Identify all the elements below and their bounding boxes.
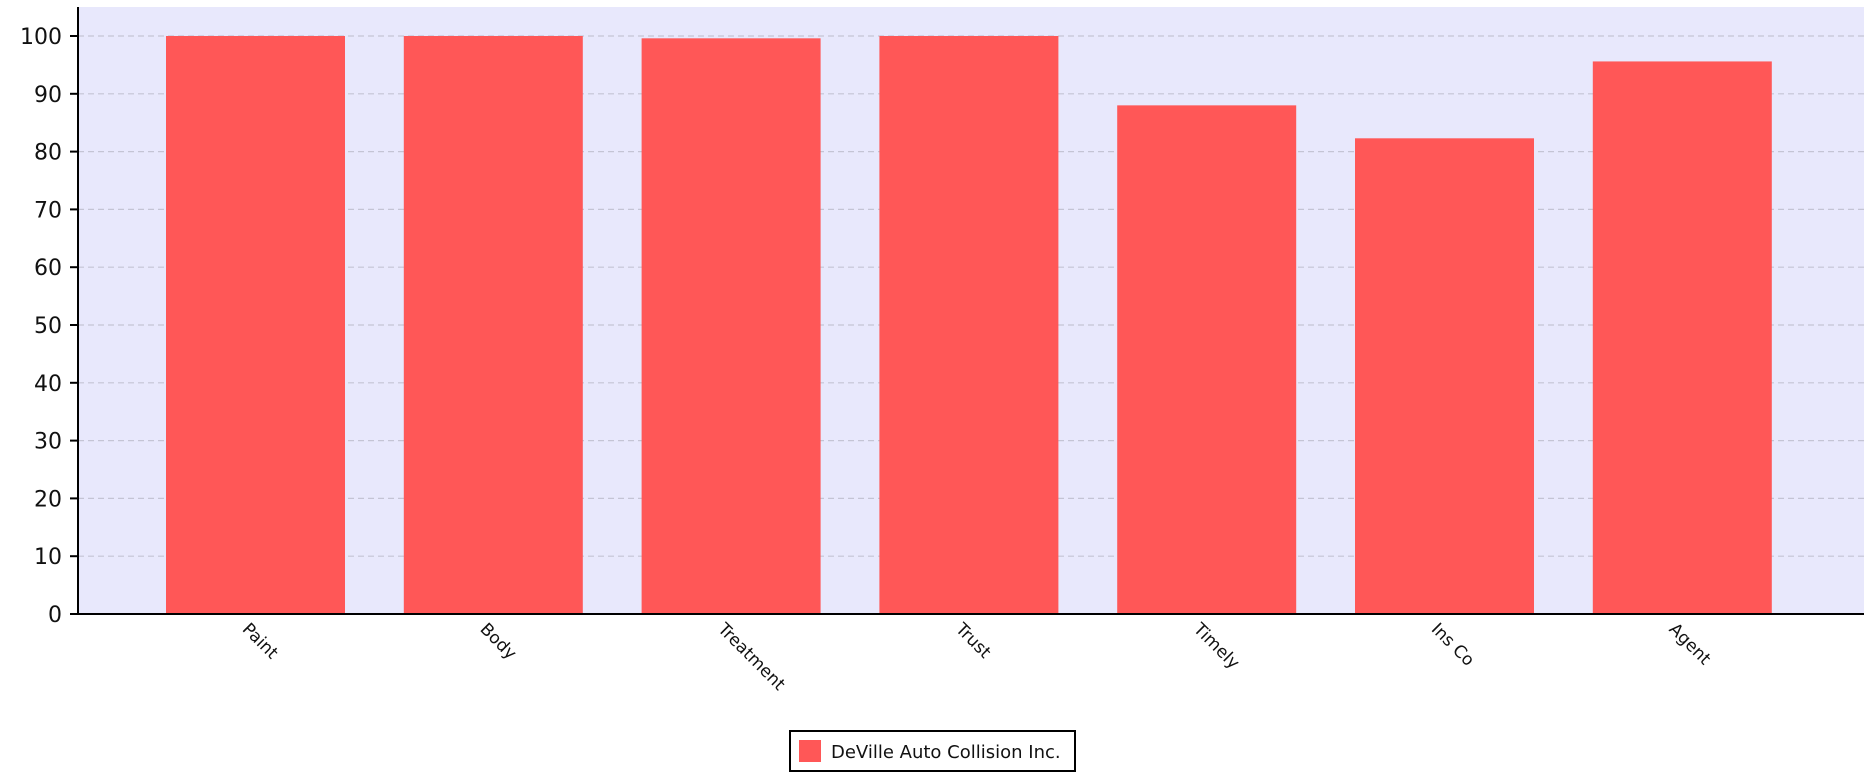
x-axis-labels: Paint Body Treatment Trust Timely Ins Co Agent — [238, 619, 1715, 695]
y-tick-label: 50 — [34, 314, 62, 339]
x-tick-label: Treatment — [713, 619, 789, 695]
y-tick-label: 90 — [34, 83, 62, 108]
bar-agent — [1592, 61, 1772, 614]
y-tick-label: 20 — [34, 487, 62, 512]
y-tick-label: 0 — [48, 603, 62, 628]
x-tick-label: Paint — [238, 619, 282, 663]
bar-body — [403, 36, 583, 614]
legend: DeVille Auto Collision Inc. — [789, 730, 1076, 772]
y-tick-label: 70 — [34, 198, 62, 223]
legend-label: DeVille Auto Collision Inc. — [831, 742, 1061, 763]
y-tick-label: 100 — [20, 25, 62, 50]
bar-timely — [1117, 105, 1297, 615]
x-tick-label: Body — [476, 619, 520, 663]
bar-treatment — [641, 38, 821, 614]
x-tick-label: Trust — [951, 619, 995, 663]
legend-swatch — [799, 740, 821, 762]
y-axis-ticks: 0 10 20 30 40 50 60 70 80 90 100 — [20, 25, 78, 628]
bar-ins-co — [1355, 138, 1534, 614]
bars — [166, 36, 1772, 615]
bar-trust — [879, 36, 1059, 614]
y-tick-label: 40 — [34, 372, 62, 397]
y-tick-label: 30 — [34, 430, 62, 455]
y-tick-label: 80 — [34, 141, 62, 166]
x-tick-label: Agent — [1665, 619, 1715, 669]
legend-box — [789, 730, 1076, 772]
x-tick-label: Ins Co — [1427, 619, 1478, 670]
y-tick-label: 10 — [34, 545, 62, 570]
y-tick-label: 60 — [34, 256, 62, 281]
bar-paint — [166, 36, 345, 614]
x-tick-label: Timely — [1188, 619, 1243, 674]
